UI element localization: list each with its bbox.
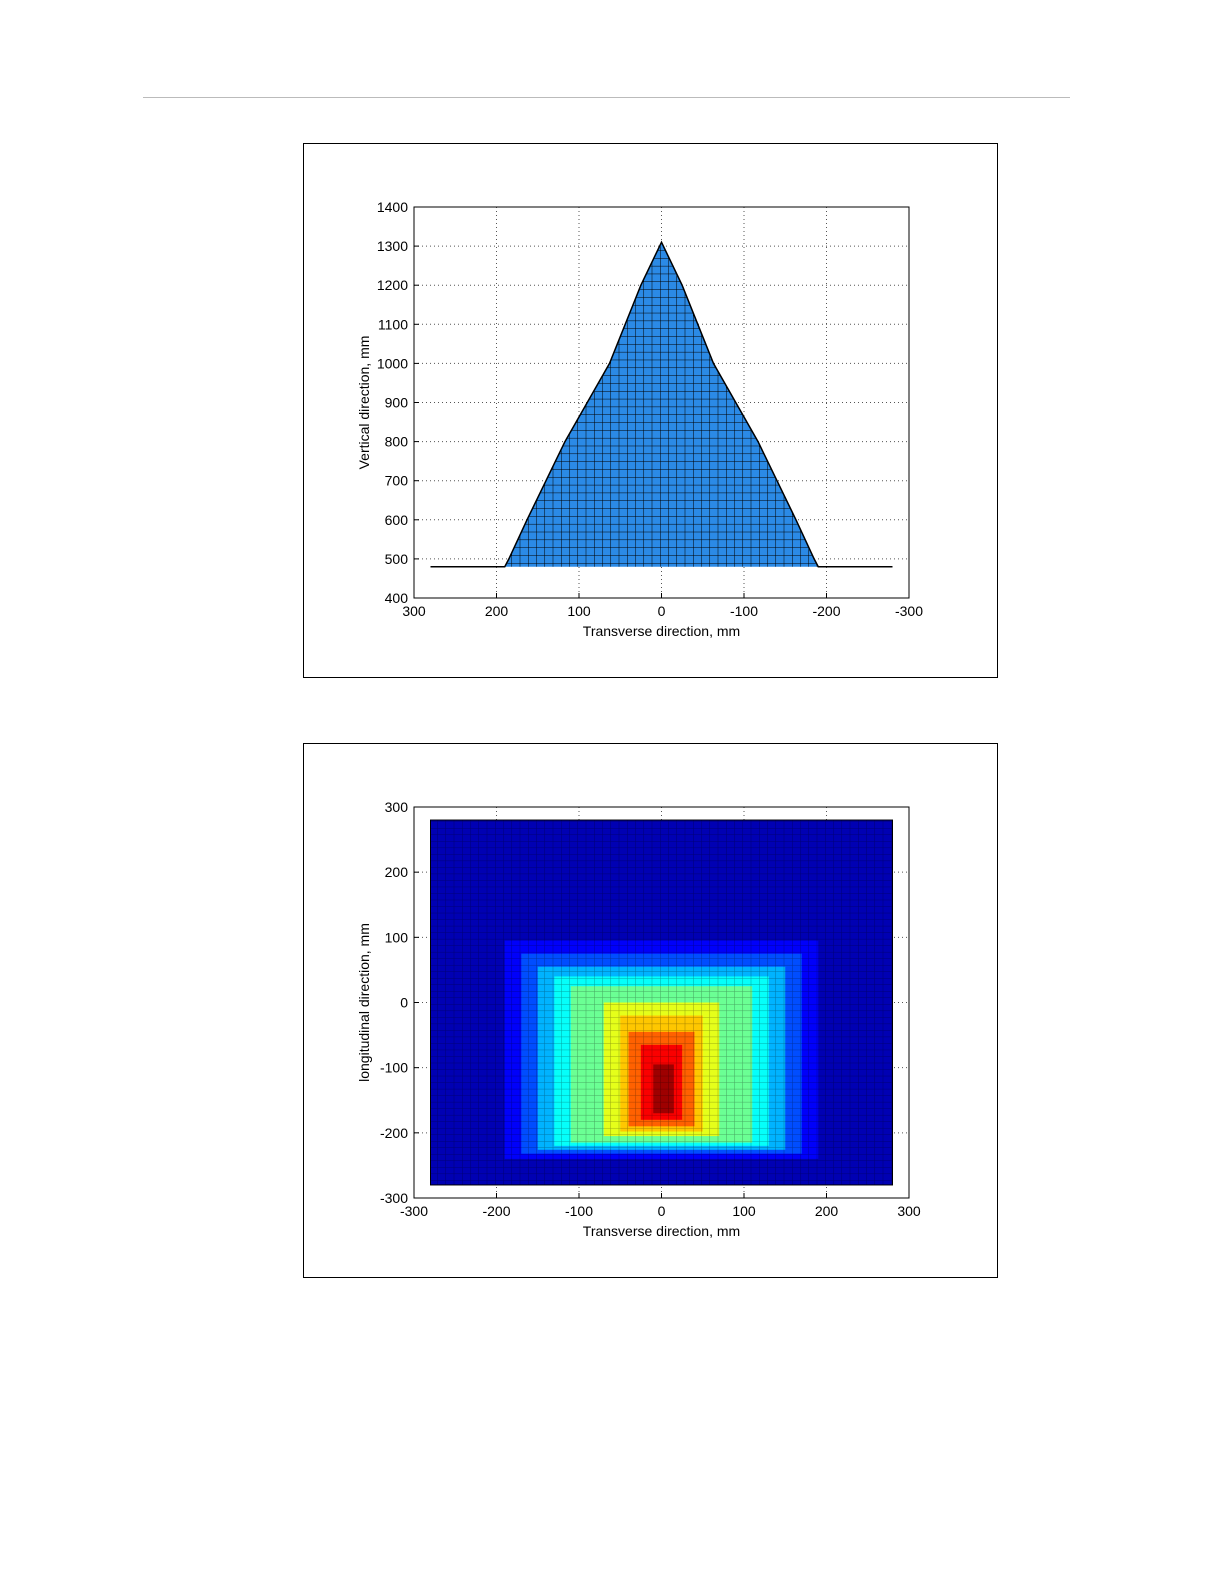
figure-frame — [303, 743, 998, 1278]
y-tick-label: -300 — [380, 1190, 408, 1206]
y-tick-label: -200 — [380, 1125, 408, 1141]
y-tick-label: 700 — [385, 473, 409, 489]
y-tick-label: 200 — [385, 864, 409, 880]
y-tick-label: 100 — [385, 929, 409, 945]
y-tick-label: -100 — [380, 1060, 408, 1076]
x-axis-label: Transverse direction, mm — [583, 623, 740, 639]
mesh — [430, 819, 893, 1186]
x-tick-label: 200 — [485, 603, 509, 619]
x-tick-label: -200 — [482, 1203, 510, 1219]
y-tick-label: 400 — [385, 590, 409, 606]
y-tick-label: 1400 — [377, 199, 408, 215]
x-tick-label: 100 — [732, 1203, 756, 1219]
x-tick-label: -100 — [730, 603, 758, 619]
figure-frame — [303, 143, 998, 678]
x-tick-label: 0 — [658, 1203, 666, 1219]
x-tick-label: 300 — [897, 1203, 921, 1219]
y-tick-label: 600 — [385, 512, 409, 528]
y-tick-label: 900 — [385, 395, 409, 411]
y-axis-label: Vertical direction, mm — [356, 336, 372, 470]
x-tick-label: 200 — [815, 1203, 839, 1219]
x-tick-label: 0 — [658, 603, 666, 619]
mesh — [430, 242, 893, 567]
axes-box — [413, 806, 910, 1199]
x-tick-label: 300 — [402, 603, 426, 619]
y-tick-label: 500 — [385, 551, 409, 567]
y-tick-label: 1200 — [377, 277, 408, 293]
y-tick-label: 300 — [385, 799, 409, 815]
y-axis-label: longitudinal direction, mm — [356, 923, 372, 1082]
x-axis-label: Transverse direction, mm — [583, 1223, 740, 1239]
x-tick-label: -200 — [812, 603, 840, 619]
axes-box — [413, 206, 910, 599]
x-tick-label: 100 — [567, 603, 591, 619]
y-tick-label: 1100 — [378, 316, 408, 332]
x-tick-label: -100 — [565, 1203, 593, 1219]
x-tick-label: -300 — [895, 603, 923, 619]
x-tick-label: -300 — [400, 1203, 428, 1219]
y-tick-label: 0 — [400, 995, 408, 1011]
y-tick-label: 1300 — [377, 238, 408, 254]
y-tick-label: 800 — [385, 434, 409, 450]
y-tick-label: 1000 — [377, 355, 408, 371]
header-rule — [143, 97, 1070, 98]
